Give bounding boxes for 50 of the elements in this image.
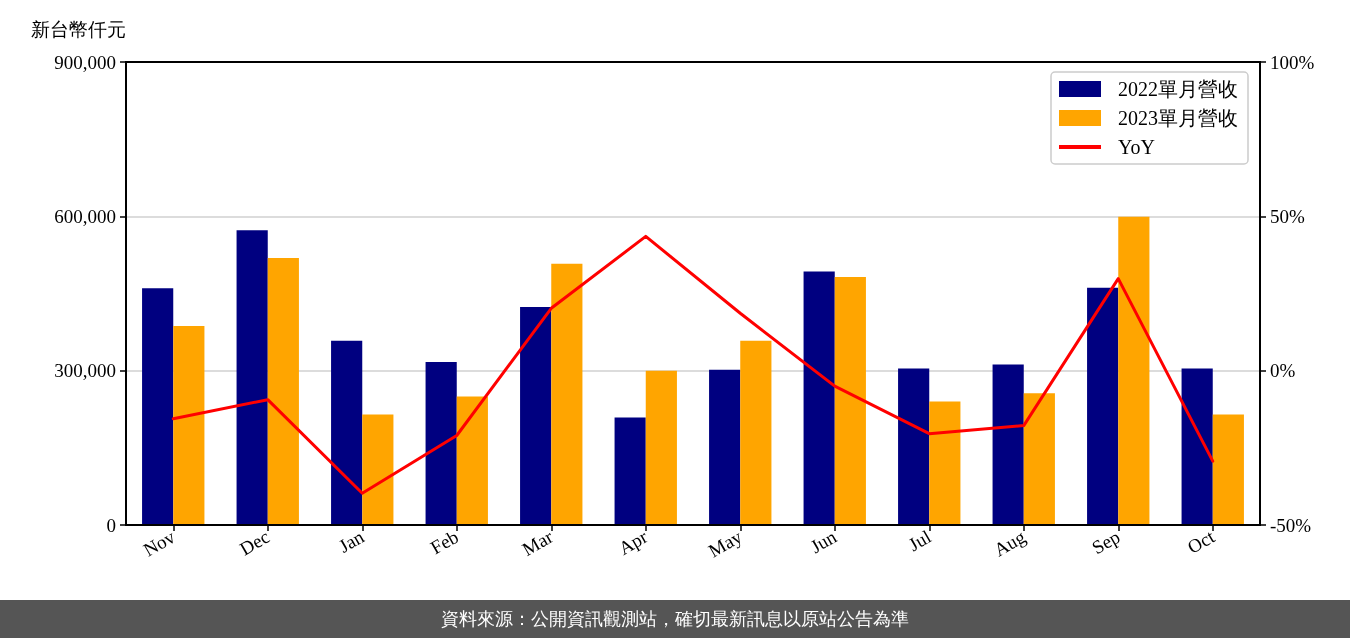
legend-label: 2022單月營收: [1118, 78, 1238, 100]
bar: [1023, 393, 1055, 525]
legend-label: 2023單月營收: [1118, 107, 1238, 129]
bar: [898, 368, 930, 525]
bar: [173, 325, 205, 525]
bar: [1212, 414, 1244, 525]
bar: [520, 306, 552, 525]
bar: [362, 414, 394, 525]
y-tick-label: 300,000: [54, 360, 116, 382]
bar: [267, 258, 299, 525]
x-tick-label: Nov: [139, 525, 179, 561]
bar: [614, 417, 646, 525]
x-tick-label: May: [704, 525, 746, 562]
x-tick-label: Aug: [990, 525, 1030, 561]
y2-tick-label: -50%: [1270, 514, 1312, 536]
line-series: [171, 234, 1215, 495]
bar: [425, 361, 457, 525]
x-tick-label: Oct: [1183, 525, 1219, 558]
y2-tick-label: 50%: [1270, 205, 1305, 227]
bar: [645, 370, 677, 525]
bar: [331, 340, 363, 525]
x-tick-label: Mar: [518, 525, 558, 560]
x-tick-label: Jul: [904, 525, 935, 556]
bar: [142, 288, 174, 525]
bar: [709, 369, 741, 525]
bar: [929, 401, 961, 525]
bar: [1087, 287, 1119, 525]
bar: [551, 263, 583, 525]
x-tick-label: Jun: [806, 525, 841, 558]
y2-tick-label: 0%: [1270, 360, 1296, 382]
y-axis-title: 新台幣仟元: [31, 17, 126, 40]
bar: [740, 340, 772, 525]
bar: [456, 396, 488, 525]
legend-label: YoY: [1118, 136, 1155, 158]
bar: [834, 277, 866, 525]
x-tick-label: Dec: [236, 525, 273, 560]
y-tick-label: 0: [106, 514, 116, 536]
y-tick-label: 600,000: [54, 205, 116, 227]
bar: [1181, 368, 1213, 525]
x-tick-label: Sep: [1088, 525, 1124, 559]
x-tick-label: Apr: [614, 525, 652, 559]
source-note: 資料來源：公開資訊觀測站，確切最新訊息以原站公告為準: [441, 607, 909, 631]
x-tick-label: Jan: [335, 525, 368, 557]
y2-tick-label: 100%: [1270, 51, 1315, 73]
x-tick-label: Feb: [426, 525, 462, 559]
bar: [1118, 216, 1150, 525]
bar: [803, 271, 835, 525]
bar: [992, 364, 1024, 525]
bar: [236, 230, 268, 525]
y-tick-label: 900,000: [54, 51, 116, 73]
